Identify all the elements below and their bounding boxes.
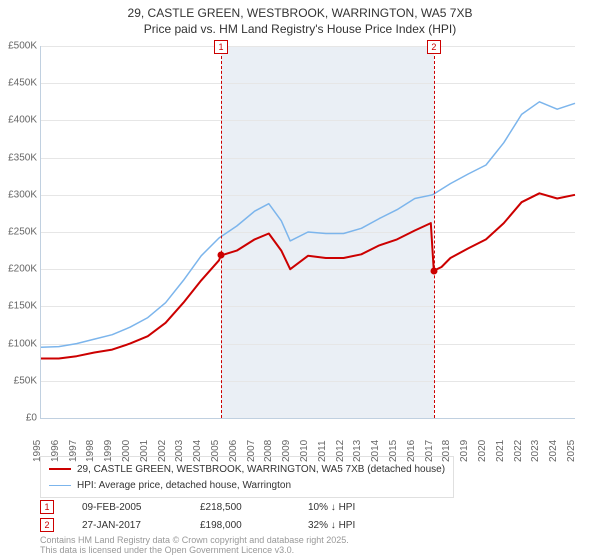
sales-table: 1 09-FEB-2005 £218,500 10% ↓ HPI 2 27-JA… — [40, 498, 408, 534]
sale-point-dot — [217, 252, 224, 259]
y-tick-label: £150K — [3, 301, 37, 312]
sale-date-1: 09-FEB-2005 — [82, 502, 172, 513]
y-tick-label: £400K — [3, 115, 37, 126]
legend-label-property: 29, CASTLE GREEN, WESTBROOK, WARRINGTON,… — [77, 464, 445, 475]
sale-price-1: £218,500 — [200, 502, 280, 513]
x-tick-label: 2019 — [459, 440, 470, 462]
sale-marker-line — [434, 46, 435, 418]
sale-marker-line — [221, 46, 222, 418]
chart-title: 29, CASTLE GREEN, WESTBROOK, WARRINGTON,… — [0, 0, 600, 37]
title-line1: 29, CASTLE GREEN, WESTBROOK, WARRINGTON,… — [0, 6, 600, 22]
sale-diff-2: 32% ↓ HPI — [308, 520, 408, 531]
legend-item-hpi: HPI: Average price, detached house, Warr… — [49, 477, 445, 493]
y-tick-label: £100K — [3, 338, 37, 349]
sale-marker-1: 1 — [40, 500, 54, 514]
sale-marker-box: 2 — [427, 40, 441, 54]
y-tick-label: £350K — [3, 152, 37, 163]
sale-point-dot — [430, 267, 437, 274]
legend: 29, CASTLE GREEN, WESTBROOK, WARRINGTON,… — [40, 456, 454, 498]
sale-marker-box: 1 — [214, 40, 228, 54]
y-tick-label: £0 — [3, 413, 37, 424]
series-property-line — [41, 193, 575, 358]
x-tick-label: 2022 — [513, 440, 524, 462]
sale-date-2: 27-JAN-2017 — [82, 520, 172, 531]
y-tick-label: £50K — [3, 375, 37, 386]
x-tick-label: 2025 — [566, 440, 577, 462]
x-tick-label: 2021 — [495, 440, 506, 462]
legend-swatch-property — [49, 468, 71, 470]
x-tick-label: 2023 — [530, 440, 541, 462]
legend-swatch-hpi — [49, 485, 71, 486]
series-hpi-line — [41, 102, 575, 347]
sale-price-2: £198,000 — [200, 520, 280, 531]
y-tick-label: £450K — [3, 78, 37, 89]
y-tick-label: £300K — [3, 189, 37, 200]
footer-line2: This data is licensed under the Open Gov… — [40, 546, 349, 556]
legend-item-property: 29, CASTLE GREEN, WESTBROOK, WARRINGTON,… — [49, 461, 445, 477]
price-chart: £0£50K£100K£150K£200K£250K£300K£350K£400… — [40, 46, 574, 438]
title-line2: Price paid vs. HM Land Registry's House … — [0, 22, 600, 38]
x-tick-label: 2024 — [548, 440, 559, 462]
footer-attribution: Contains HM Land Registry data © Crown c… — [40, 536, 349, 556]
sale-diff-1: 10% ↓ HPI — [308, 502, 408, 513]
plot-area: £0£50K£100K£150K£200K£250K£300K£350K£400… — [40, 46, 575, 419]
sale-row-1: 1 09-FEB-2005 £218,500 10% ↓ HPI — [40, 498, 408, 516]
y-tick-label: £250K — [3, 227, 37, 238]
y-tick-label: £500K — [3, 41, 37, 52]
y-tick-label: £200K — [3, 264, 37, 275]
legend-label-hpi: HPI: Average price, detached house, Warr… — [77, 480, 291, 491]
sale-marker-2: 2 — [40, 518, 54, 532]
x-tick-label: 2020 — [477, 440, 488, 462]
sale-row-2: 2 27-JAN-2017 £198,000 32% ↓ HPI — [40, 516, 408, 534]
line-series-svg — [41, 46, 575, 418]
